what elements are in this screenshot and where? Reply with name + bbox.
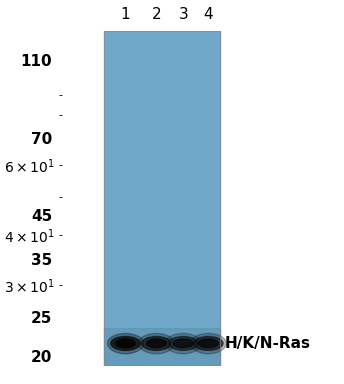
Text: 4: 4 <box>204 7 213 22</box>
Text: 1: 1 <box>121 7 130 22</box>
Text: 3: 3 <box>179 7 188 22</box>
Ellipse shape <box>138 333 174 354</box>
Bar <box>104 31 220 365</box>
Ellipse shape <box>190 333 226 354</box>
Ellipse shape <box>198 339 218 348</box>
Ellipse shape <box>194 336 223 350</box>
Ellipse shape <box>169 336 198 350</box>
Ellipse shape <box>173 339 193 348</box>
Text: 2: 2 <box>151 7 161 22</box>
Ellipse shape <box>116 339 135 348</box>
Ellipse shape <box>142 336 171 350</box>
Ellipse shape <box>165 333 201 354</box>
Ellipse shape <box>147 339 166 348</box>
Ellipse shape <box>111 336 140 350</box>
Text: H/K/N-Ras: H/K/N-Ras <box>225 336 311 351</box>
Ellipse shape <box>107 333 143 354</box>
